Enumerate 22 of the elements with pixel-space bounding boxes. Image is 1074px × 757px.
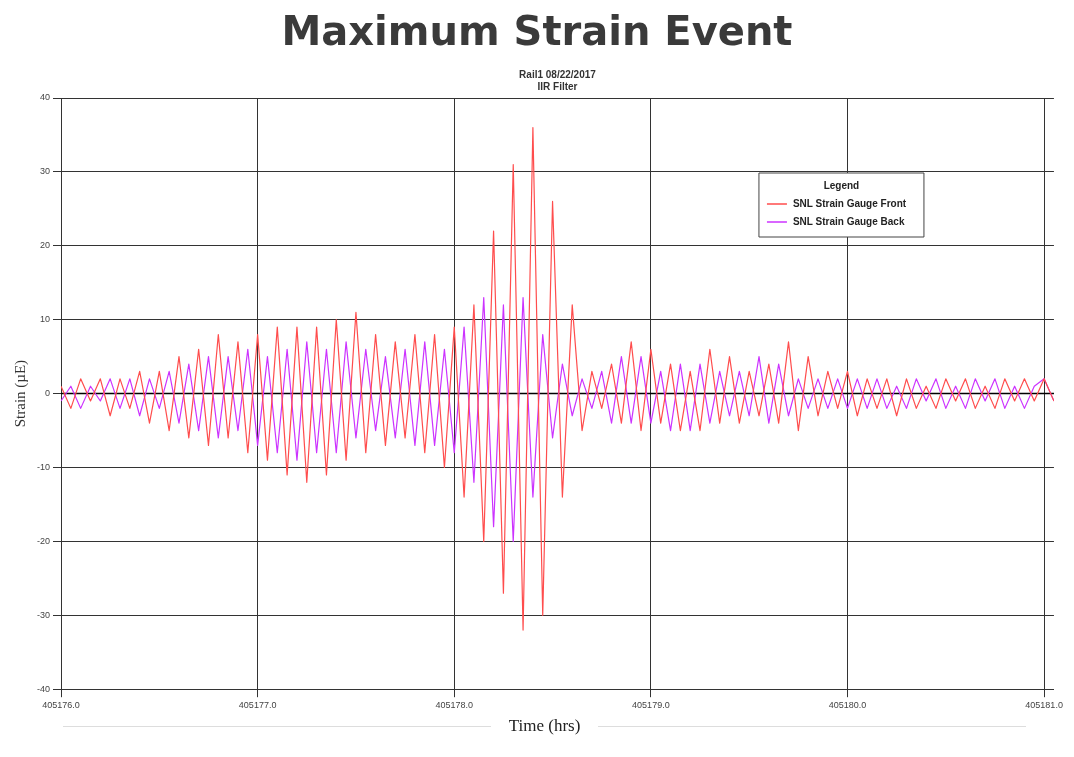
y-tick-label: 40 (39, 92, 51, 103)
y-tick-label: -40 (36, 683, 51, 694)
y-tick-label: -30 (36, 609, 51, 620)
x-tick-label: 405180.0 (828, 700, 867, 711)
y-tick-label: -10 (36, 461, 51, 472)
x-axis-title: Time (hrs) (507, 716, 582, 736)
legend-title: Legend (823, 180, 860, 191)
chart-title: Maximum Strain Event (280, 8, 794, 54)
chart-subtitle: Rail1 08/22/2017 IIR Filter (519, 69, 597, 92)
y-tick-label: 20 (39, 240, 51, 251)
y-axis-title: Strain (µE) (11, 359, 29, 428)
y-tick-label: 0 (44, 388, 51, 399)
y-tick-label: -20 (36, 535, 51, 546)
x-tick-label: 405177.0 (238, 700, 277, 711)
x-tick-label: 405181.0 (1025, 700, 1063, 711)
x-tick-label: 405179.0 (632, 700, 670, 711)
legend-label: SNL Strain Gauge Front (792, 198, 907, 209)
legend-label: SNL Strain Gauge Back (792, 216, 905, 227)
y-tick-label: 10 (39, 314, 51, 325)
y-tick-label: 30 (39, 166, 51, 177)
x-tick-label: 405178.0 (435, 700, 474, 711)
x-tick-label: 405176.0 (42, 700, 80, 711)
